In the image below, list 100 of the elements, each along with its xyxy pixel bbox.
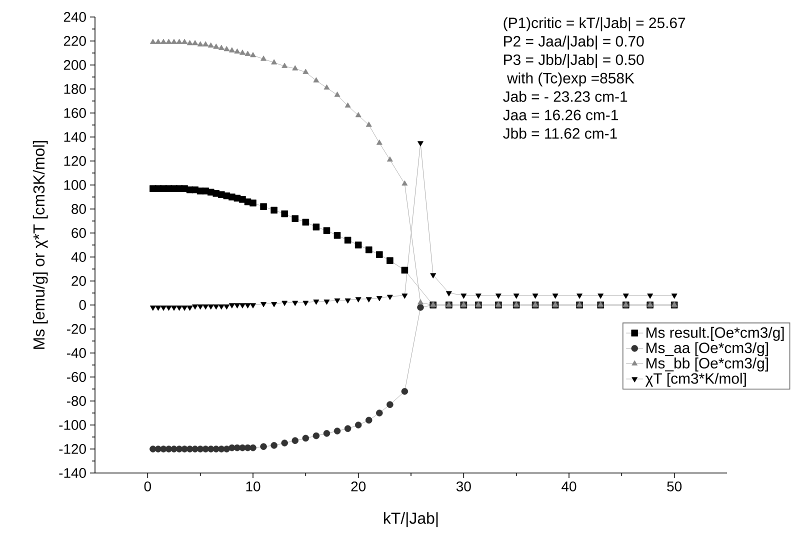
legend-label: Ms_aa [Oe*cm3/g] xyxy=(646,342,768,356)
point xyxy=(208,42,214,48)
point xyxy=(402,294,408,299)
y-tick-label: 140 xyxy=(64,132,86,142)
point xyxy=(292,215,299,222)
point xyxy=(355,297,362,302)
point xyxy=(552,294,558,299)
point xyxy=(182,38,188,44)
point xyxy=(192,40,198,46)
y-tick-label: 40 xyxy=(71,252,86,262)
y-tick-label: -60 xyxy=(66,372,86,382)
point xyxy=(622,294,629,299)
point xyxy=(176,306,182,311)
point xyxy=(417,304,424,311)
point xyxy=(155,38,162,44)
x-tick-label: 40 xyxy=(562,481,576,492)
point xyxy=(344,102,351,108)
point xyxy=(302,300,309,306)
point xyxy=(186,306,193,311)
point xyxy=(228,444,236,452)
point xyxy=(260,443,267,450)
point xyxy=(192,304,198,310)
point xyxy=(240,50,246,55)
point xyxy=(282,62,288,68)
point xyxy=(302,68,309,74)
point xyxy=(401,266,408,274)
point xyxy=(376,410,383,416)
point xyxy=(176,38,182,44)
point xyxy=(366,297,372,302)
point xyxy=(282,300,288,306)
point xyxy=(260,203,267,210)
point xyxy=(160,306,166,311)
point xyxy=(186,40,193,46)
point xyxy=(240,303,246,308)
point xyxy=(182,306,188,311)
y-tick-label: 100 xyxy=(64,180,86,190)
annotation: (P1)critic = kT/|Jab| = 25.67 xyxy=(504,17,686,32)
point xyxy=(376,140,382,145)
point xyxy=(302,434,310,442)
point xyxy=(401,388,408,395)
point xyxy=(671,294,678,299)
y-axis-title: Ms [emu/g] or χ*T [cm3K/mol] xyxy=(32,140,48,349)
point xyxy=(324,84,330,90)
point xyxy=(598,294,604,299)
point xyxy=(344,236,352,244)
point xyxy=(386,401,394,408)
point xyxy=(386,156,393,162)
point xyxy=(197,304,204,310)
point xyxy=(292,300,298,306)
point xyxy=(234,48,240,54)
point xyxy=(354,242,362,248)
annotation: P3 = Jbb/|Jab| = 0.50 xyxy=(504,54,644,68)
point xyxy=(313,77,320,82)
point xyxy=(197,41,204,46)
point xyxy=(244,303,251,308)
point xyxy=(218,304,224,310)
point xyxy=(202,41,209,46)
point xyxy=(166,38,172,44)
point xyxy=(344,425,352,432)
point xyxy=(430,273,436,278)
point xyxy=(224,46,230,52)
point xyxy=(250,200,256,206)
annotation: Jab = - 23.23 cm-1 xyxy=(503,90,628,102)
legend-label: Ms_bb [Oe*cm3/g] xyxy=(646,358,768,372)
annotation: Jaa = 16.26 cm-1 xyxy=(503,110,618,120)
point xyxy=(250,303,256,308)
point xyxy=(324,300,330,305)
point xyxy=(334,232,341,239)
point xyxy=(160,38,166,44)
point xyxy=(234,303,240,308)
y-tick-label: -140 xyxy=(59,468,86,478)
y-tick-label: 60 xyxy=(72,228,86,238)
point xyxy=(354,422,362,428)
y-tick-label: 0 xyxy=(79,300,86,310)
point xyxy=(513,294,520,299)
point xyxy=(202,304,209,310)
point xyxy=(446,291,452,296)
y-tick-label: -40 xyxy=(66,348,86,358)
point xyxy=(281,440,288,446)
y-tick-label: 240 xyxy=(64,12,86,22)
point xyxy=(218,44,224,50)
point xyxy=(270,442,278,449)
point xyxy=(181,446,188,452)
point xyxy=(239,444,246,452)
point xyxy=(292,437,299,444)
y-tick-label: -100 xyxy=(59,420,86,430)
y-tick-label: 160 xyxy=(64,108,86,118)
point xyxy=(224,304,230,310)
y-tick-label: 180 xyxy=(64,84,86,94)
point xyxy=(292,65,298,70)
x-tick-label: 50 xyxy=(667,481,682,492)
y-tick-label: -20 xyxy=(66,324,86,334)
point xyxy=(366,122,372,127)
point xyxy=(150,38,156,44)
point xyxy=(260,302,266,308)
point xyxy=(418,141,424,146)
point xyxy=(495,294,502,299)
annotation: Jbb = 11.62 cm-1 xyxy=(503,128,617,139)
point xyxy=(334,92,340,97)
point xyxy=(365,416,372,424)
